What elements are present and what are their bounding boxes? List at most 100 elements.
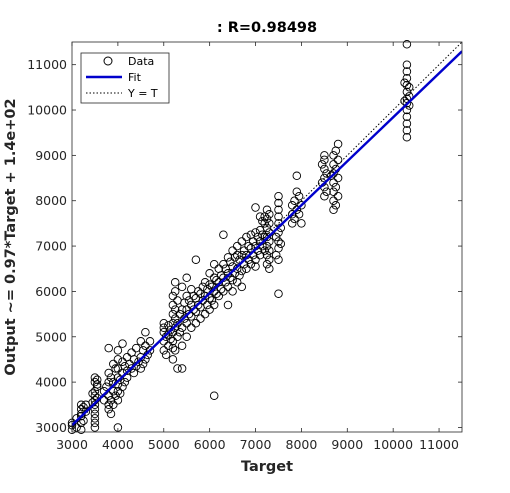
data-point — [168, 337, 178, 346]
data-point — [79, 402, 88, 412]
data-point — [109, 400, 118, 410]
data-point — [173, 332, 182, 342]
data-point — [113, 346, 123, 355]
data-point — [265, 255, 274, 264]
data-point — [402, 87, 412, 97]
data-point — [182, 291, 191, 301]
y-tick-label: 8000 — [35, 193, 67, 208]
data-point — [262, 241, 272, 251]
data-point — [76, 405, 86, 414]
data-point — [251, 255, 260, 264]
data-point — [177, 323, 187, 332]
x-tick-label: 11000 — [419, 437, 459, 452]
data-point — [127, 364, 136, 373]
data-point — [237, 250, 247, 260]
data-point — [260, 246, 269, 255]
data-point — [159, 346, 169, 355]
data-point — [161, 332, 171, 342]
data-point — [265, 210, 274, 219]
data-point — [182, 332, 191, 342]
data-point — [333, 191, 343, 201]
data-point — [191, 255, 201, 264]
data-point — [76, 425, 86, 434]
data-point — [120, 377, 130, 387]
data-point — [329, 160, 338, 169]
data-point — [292, 187, 302, 196]
data-point — [329, 151, 338, 160]
data-point — [106, 409, 116, 419]
data-point — [209, 391, 219, 400]
data-point — [161, 350, 171, 360]
data-point — [404, 83, 414, 92]
data-point — [145, 346, 155, 355]
data-point — [402, 74, 412, 83]
data-point — [90, 377, 100, 387]
data-point — [177, 364, 187, 373]
data-point — [177, 282, 187, 292]
data-point — [111, 364, 120, 373]
data-point — [320, 191, 329, 201]
data-point — [104, 377, 113, 387]
x-tick-label: 5000 — [148, 437, 180, 452]
data-point — [262, 223, 272, 233]
data-point — [209, 259, 219, 269]
data-point — [255, 250, 265, 260]
data-point — [400, 78, 409, 88]
data-point — [402, 40, 412, 49]
data-point — [246, 259, 256, 269]
data-point — [402, 132, 412, 142]
data-point — [244, 241, 253, 251]
y-tick-label: 3000 — [35, 420, 67, 435]
data-point — [219, 230, 228, 239]
data-point — [326, 171, 336, 181]
data-point — [168, 309, 178, 319]
data-point — [271, 232, 281, 242]
x-tick-label: 4000 — [102, 437, 134, 452]
data-point — [207, 296, 217, 305]
data-point — [228, 287, 237, 296]
data-point — [92, 375, 102, 385]
data-point — [219, 287, 228, 296]
data-point — [294, 210, 304, 219]
data-point — [92, 380, 102, 389]
x-axis-label: Target — [241, 459, 293, 475]
data-point — [333, 139, 343, 149]
data-point — [79, 416, 88, 425]
chart-title: : R=0.98498 — [217, 20, 317, 36]
data-point — [402, 105, 412, 115]
data-point — [329, 205, 338, 215]
y-tick-label: 7000 — [35, 239, 67, 254]
data-point — [141, 327, 150, 337]
data-point — [242, 264, 251, 273]
data-point — [113, 355, 123, 364]
data-point — [274, 198, 283, 208]
data-point — [287, 201, 297, 210]
data-point — [209, 300, 219, 310]
data-point — [242, 232, 251, 242]
data-point — [322, 169, 331, 178]
data-point — [205, 305, 214, 314]
data-point — [402, 119, 412, 128]
x-tick-label: 6000 — [194, 437, 226, 452]
data-point — [136, 337, 146, 346]
data-point — [331, 201, 341, 210]
y-tick-label: 4000 — [35, 375, 67, 390]
data-point — [187, 323, 196, 332]
data-point — [274, 289, 283, 298]
data-point — [170, 346, 180, 355]
data-point — [262, 232, 272, 242]
data-point — [138, 346, 148, 355]
data-point — [170, 305, 180, 314]
data-point — [290, 214, 299, 224]
data-point — [168, 355, 178, 364]
data-point — [88, 389, 97, 398]
data-point — [333, 155, 343, 165]
data-point — [258, 216, 267, 226]
data-point — [159, 318, 169, 328]
data-point — [191, 318, 201, 328]
data-point — [205, 280, 214, 289]
y-tick-label: 11000 — [27, 57, 67, 72]
legend-data-label: Data — [128, 55, 154, 68]
data-point — [104, 400, 113, 410]
data-point — [138, 359, 148, 369]
